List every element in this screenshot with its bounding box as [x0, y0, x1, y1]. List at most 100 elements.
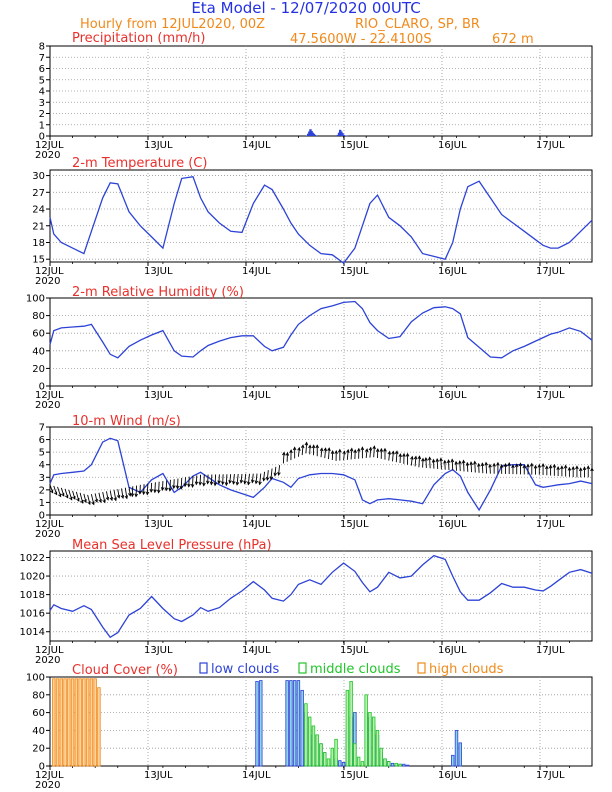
- wind-barb-head: [145, 491, 150, 496]
- temp-line: [49, 175, 593, 265]
- wind-barb-head: [439, 457, 443, 462]
- wind-barb-head: [224, 482, 229, 487]
- wind-barb-head: [285, 451, 290, 456]
- y-tick-label: 1022: [20, 553, 45, 564]
- wind-barb-head: [239, 479, 244, 484]
- panel-rh: 0 20 40 60 80 100 12JUL 13JUL 14JUL 15JUL 16JUL 17J…: [26, 285, 593, 411]
- wind-barb: [301, 445, 304, 456]
- wind-barb-head: [221, 481, 225, 486]
- wind-barb: [259, 473, 262, 485]
- wind-barb: [425, 457, 427, 468]
- wind-barb: [305, 442, 308, 454]
- wind-barb-head: [213, 482, 218, 487]
- wind-barb: [328, 448, 330, 460]
- wind-barb-head: [398, 453, 403, 457]
- wind-barb-head: [357, 447, 361, 452]
- wind-barb-head: [402, 452, 406, 457]
- wind-barb: [176, 478, 179, 489]
- cloud-bar: [368, 712, 372, 767]
- wind-barb-head: [172, 485, 176, 490]
- x-tick-label: 15JUL: [340, 266, 369, 277]
- wind-barb-head: [76, 497, 80, 502]
- year-label: 2020: [35, 780, 60, 791]
- y-tick-label: 40: [32, 726, 45, 737]
- x-tick-label: 14JUL: [242, 645, 271, 656]
- wind-barb: [255, 473, 258, 484]
- wind-barb: [90, 494, 95, 505]
- wind-barb-head: [179, 485, 184, 490]
- cloud-bar: [308, 716, 312, 767]
- x-tick-label: 16JUL: [438, 519, 467, 530]
- panel-frame: [49, 550, 593, 642]
- cloud-bar: [458, 742, 462, 767]
- cloud-bar: [63, 678, 67, 767]
- wind-barb-head: [232, 480, 236, 485]
- wind-barb-head: [503, 462, 508, 467]
- wind-barb-head: [206, 480, 210, 485]
- wind-barb-head: [120, 495, 125, 500]
- y-tick-label: 1020: [20, 572, 45, 583]
- wind-barb-head: [511, 464, 515, 469]
- chart-title: Eta Model - 12/07/2020 00UTC: [191, 0, 420, 17]
- cloud-bar: [405, 764, 410, 767]
- wind-barb-head: [530, 462, 534, 467]
- wind-barb-head: [235, 481, 240, 486]
- wind-barb: [192, 476, 194, 488]
- wind-barb-head: [458, 460, 462, 465]
- cloud-bar: [296, 680, 301, 767]
- wind-barb-head: [578, 467, 583, 472]
- cloud-bar: [387, 761, 391, 767]
- cloud-bar: [82, 678, 86, 767]
- cloud-bar: [454, 730, 459, 767]
- wind-barb-head: [575, 465, 579, 470]
- wind-barb-head: [342, 450, 346, 455]
- wind-barb: [247, 473, 250, 485]
- cloud-bar: [353, 743, 357, 767]
- wind-barb: [392, 451, 394, 462]
- wind-barb-head: [175, 485, 180, 490]
- wind-barb: [410, 456, 413, 466]
- x-tick-label: 17JUL: [536, 770, 565, 781]
- x-tick-label: 16JUL: [438, 140, 467, 151]
- wind-barb-head: [319, 447, 324, 452]
- cloud-bar: [85, 678, 90, 767]
- y-tick-label: 30: [32, 171, 45, 182]
- wind-barb: [117, 489, 120, 498]
- wind-barb-head: [134, 493, 138, 498]
- wind-barb: [373, 446, 375, 458]
- wind-barb-head: [327, 447, 331, 452]
- wind-barb-head: [446, 459, 451, 464]
- wind-barb: [463, 460, 465, 472]
- y-tick-label: 100: [26, 673, 45, 684]
- wind-barb: [320, 448, 323, 458]
- header: Eta Model - 12/07/2020 00UTC Hourly from…: [80, 0, 534, 47]
- x-tick-label: 15JUL: [340, 519, 369, 530]
- x-tick-label: 16JUL: [438, 266, 467, 277]
- wind-barb-head: [360, 446, 365, 451]
- wind-barb: [447, 460, 450, 471]
- x-tick-label: 12JUL: [35, 770, 64, 781]
- wind-barb-head: [548, 464, 553, 469]
- wind-barb: [75, 491, 80, 502]
- x-tick-label: 12JUL: [35, 390, 64, 401]
- wind-barb: [169, 479, 171, 491]
- wind-barb-head: [492, 462, 496, 467]
- x-tick-label: 17JUL: [536, 140, 565, 151]
- rh-line: [49, 300, 593, 359]
- cloud-bar: [259, 680, 263, 767]
- wind-barb: [109, 490, 113, 501]
- wind-barb-head: [383, 447, 387, 452]
- wind-barb-head: [138, 490, 142, 495]
- y-tick-label: 2: [39, 109, 45, 120]
- y-tick-label: 60: [32, 708, 45, 719]
- wind-barb-head: [87, 501, 91, 506]
- wind-barb: [180, 477, 183, 489]
- wind-barb-head: [164, 487, 169, 492]
- wind-barb-head: [262, 477, 266, 482]
- wind-barb-head: [311, 444, 316, 449]
- wind-barb-head: [567, 466, 572, 471]
- wind-barb: [57, 486, 62, 497]
- wind-barb-head: [391, 450, 395, 455]
- panel-title: Mean Sea Level Pressure (hPa): [72, 538, 272, 553]
